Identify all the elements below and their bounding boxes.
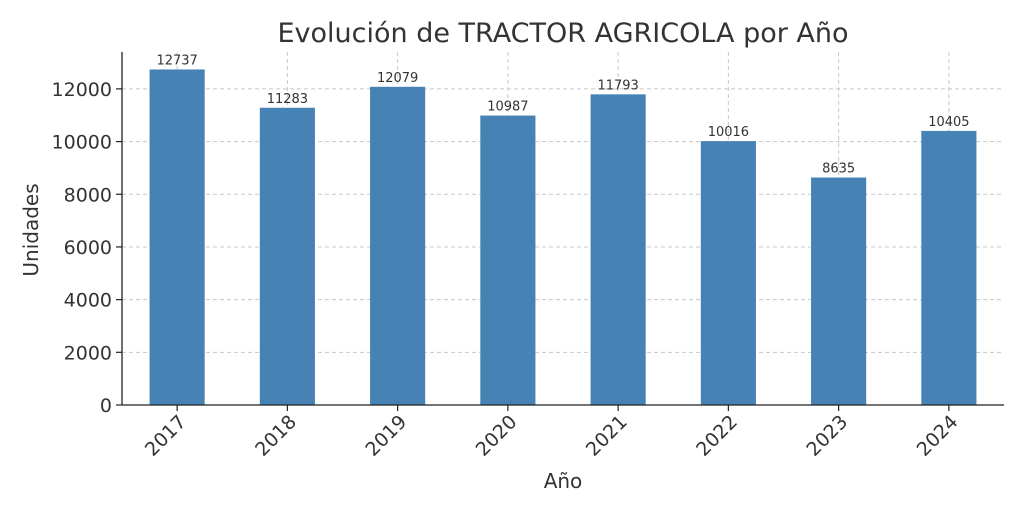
y-tick-label: 10000	[52, 132, 112, 154]
data-label-2024: 10405	[928, 115, 969, 130]
data-label-2023: 8635	[822, 162, 855, 177]
x-tick-label-2021: 2021	[582, 411, 632, 461]
x-tick-label-2022: 2022	[692, 411, 742, 461]
y-tick-label: 8000	[64, 184, 112, 206]
axes-layer	[116, 52, 1004, 411]
bar-2022	[700, 141, 756, 405]
data-label-2017: 12737	[156, 53, 197, 68]
x-tick-label-2020: 2020	[472, 411, 522, 461]
data-label-2018: 11283	[267, 92, 308, 107]
y-tick-label: 12000	[52, 79, 112, 101]
x-tick-label-2018: 2018	[251, 411, 301, 461]
y-tick-label: 0	[100, 395, 112, 417]
y-tick-label: 4000	[64, 290, 112, 312]
x-tick-label-2019: 2019	[361, 411, 411, 461]
bar-2018	[259, 107, 315, 405]
y-axis-label: Unidades	[19, 183, 43, 276]
chart-title: Evolución de TRACTOR AGRICOLA por Año	[277, 18, 848, 49]
bar-2023	[811, 177, 867, 405]
bar-2017	[149, 69, 205, 405]
bar-2019	[370, 86, 426, 406]
x-tick-label-2024: 2024	[913, 411, 963, 461]
y-tick-label: 6000	[64, 237, 112, 259]
x-tick-label-2023: 2023	[802, 411, 852, 461]
bars-layer	[149, 69, 977, 406]
data-label-2019: 12079	[377, 71, 418, 86]
x-tick-label-2017: 2017	[141, 411, 191, 461]
data-label-2020: 10987	[487, 100, 528, 115]
x-axis-label: Año	[544, 469, 583, 493]
data-label-2022: 10016	[708, 125, 749, 140]
bar-2020	[480, 115, 536, 405]
bar-2021	[590, 94, 646, 406]
grid-layer	[122, 52, 1004, 405]
y-tick-label: 2000	[64, 342, 112, 364]
bar-2024	[921, 130, 977, 405]
data-label-2021: 11793	[597, 78, 638, 93]
